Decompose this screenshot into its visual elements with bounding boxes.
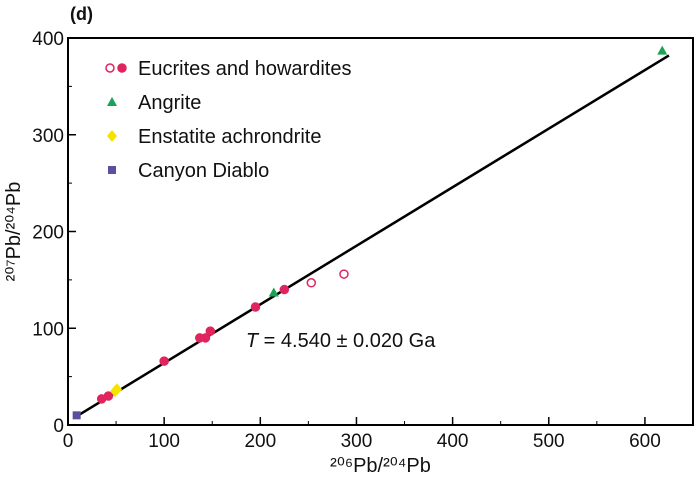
data-point-angrite [657,45,668,55]
y-tick-label: 200 [32,223,64,244]
legend-marker [107,130,117,142]
y-tick-label: 300 [32,126,64,147]
x-tick-label: 100 [148,431,180,452]
data-point-eucrites-and-howardites [159,356,169,366]
annotation-age: T = 4.540 ± 0.020 Ga [246,330,436,352]
data-point-angrite [268,287,279,297]
y-tick-label: 400 [32,29,64,50]
x-tick-label: 400 [437,431,469,452]
legend-label: Enstatite achrondrite [138,126,321,148]
y-tick-label: 0 [53,416,64,437]
x-tick-label: 500 [533,431,565,452]
x-tick-label: 600 [629,431,661,452]
y-axis-title: ²⁰⁷Pb/²⁰⁴Pb [3,182,25,282]
data-point-eucrites-and-howardites [205,326,216,336]
annotation-symbol: T [246,330,260,352]
panel-label: (d) [70,4,93,24]
y-tick-label: 100 [32,319,64,340]
legend-label: Eucrites and howardites [138,58,351,80]
regression-line [76,54,670,418]
legend-label: Canyon Diablo [138,160,269,182]
data-point-eucrites-and-howardites [339,269,349,279]
annotation-value: = 4.540 ± 0.020 Ga [258,330,436,352]
data-point-enstatite-achrondrite [112,383,123,396]
data-point-eucrites-and-howardites [306,278,317,288]
legend-marker [108,166,116,174]
data-point-eucrites-and-howardites [279,284,290,295]
x-tick-label: 300 [341,431,373,452]
legend-marker-open [105,63,115,73]
x-tick-label: 200 [244,431,276,452]
data-point-canyon-diablo [72,411,81,420]
legend-marker [117,63,127,73]
legend-marker [107,97,117,106]
legend-label: Angrite [138,92,201,114]
x-axis-title: ²⁰⁶Pb/²⁰⁴Pb [330,455,431,475]
x-tick-label: 0 [63,431,74,452]
data-point-eucrites-and-howardites [250,302,261,312]
data-point-eucrites-and-howardites [103,391,114,401]
data-point-eucrites-and-howardites [200,333,211,343]
